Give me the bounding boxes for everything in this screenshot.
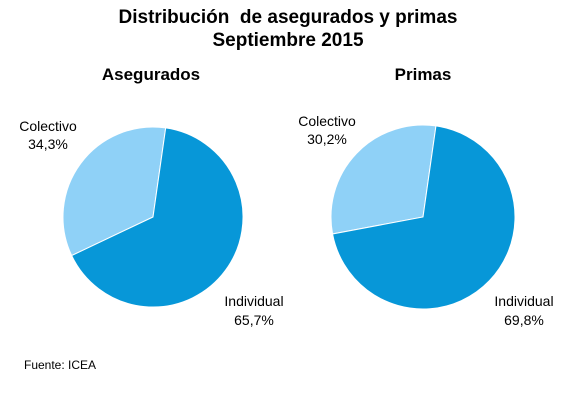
slice-value-individual-asegurados: 65,7%	[234, 312, 274, 328]
title-line-2: Septiembre 2015	[212, 30, 364, 51]
title-line-1: Distribución de asegurados y primas	[118, 7, 458, 28]
pie-primas	[330, 124, 516, 310]
pie-title-asegurados: Asegurados	[102, 65, 200, 84]
pie-slice-colectivo	[330, 124, 437, 235]
slice-label-individual-primas: Individual	[494, 293, 553, 309]
slice-value-individual-primas: 69,8%	[504, 312, 544, 328]
source-note: Fuente: ICEA	[24, 358, 97, 372]
pie-slice-individual	[71, 127, 244, 308]
slice-label-colectivo-primas: Colectivo	[298, 113, 356, 129]
pie-slice-colectivo	[62, 126, 167, 257]
pie-title-primas: Primas	[395, 65, 452, 84]
slice-value-colectivo-primas: 30,2%	[307, 131, 347, 147]
slice-value-colectivo-asegurados: 34,3%	[28, 136, 68, 152]
pie-asegurados	[62, 126, 244, 308]
pie-slice-individual	[331, 125, 516, 310]
chart-title: Distribución de asegurados y primas Sept…	[0, 6, 576, 52]
slice-label-colectivo-asegurados: Colectivo	[19, 118, 77, 134]
slice-label-individual-asegurados: Individual	[224, 293, 283, 309]
